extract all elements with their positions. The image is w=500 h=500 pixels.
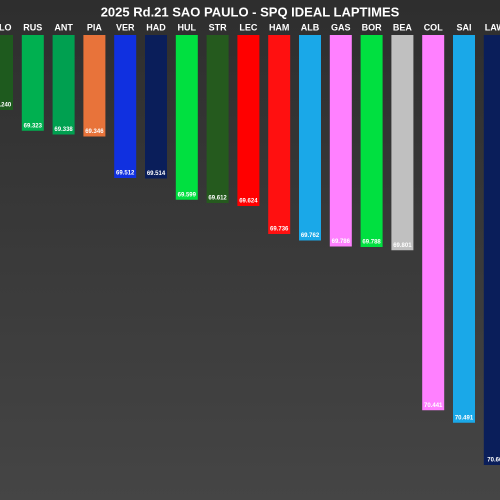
bar [206, 35, 229, 203]
value-label: 69.612 [208, 196, 227, 202]
x-tick-label: HUL [178, 22, 197, 32]
bar [237, 35, 260, 206]
bar [175, 35, 198, 200]
value-label: 69.512 [116, 171, 135, 177]
bar [83, 35, 106, 137]
x-tick-label: LEC [239, 22, 258, 32]
value-label: 69.786 [332, 239, 351, 245]
value-label: 69.736 [270, 227, 289, 233]
value-label: 69.762 [301, 233, 320, 239]
x-tick-label: HAM [269, 22, 290, 32]
value-label: 69.514 [147, 171, 166, 177]
x-tick-label: BOR [362, 22, 383, 32]
value-label: 69.346 [85, 129, 104, 135]
bar [483, 35, 500, 465]
x-tick-label: LAW [485, 22, 500, 32]
chart-title: 2025 Rd.21 SAO PAULO - SPQ IDEAL LAPTIME… [101, 4, 400, 19]
value-label: 69.801 [393, 243, 412, 249]
value-label: 70.491 [455, 415, 474, 421]
x-tick-label: STR [209, 22, 228, 32]
bar [114, 35, 137, 178]
value-label: 69.323 [24, 123, 43, 129]
bar [299, 35, 321, 241]
value-label: 69.240 [0, 103, 12, 109]
bar [0, 35, 13, 110]
value-label: 69.788 [362, 240, 381, 246]
x-tick-label: BEA [393, 22, 413, 32]
x-tick-label: VER [116, 22, 135, 32]
bar [360, 35, 383, 247]
x-tick-label: PIA [87, 22, 103, 32]
bar [52, 35, 75, 135]
x-tick-label: ANT [54, 22, 73, 32]
value-label: 69.599 [178, 192, 197, 198]
bar [422, 35, 445, 411]
x-tick-label: SAI [456, 22, 471, 32]
x-tick-label: GAS [331, 22, 351, 32]
bar [145, 35, 167, 179]
bar [329, 35, 352, 247]
x-tick-label: HAD [146, 22, 166, 32]
bar [268, 35, 291, 234]
value-label: 70.66 [487, 458, 500, 464]
bar [21, 35, 44, 131]
bar [453, 35, 475, 423]
x-tick-label: COL [424, 22, 444, 32]
value-label: 70.441 [424, 403, 443, 409]
bar [391, 35, 414, 251]
x-tick-label: ALB [301, 22, 320, 32]
x-tick-label: RUS [23, 22, 42, 32]
x-tick-label: ALO [0, 22, 12, 32]
value-label: 69.624 [239, 199, 258, 205]
value-label: 69.338 [54, 127, 73, 133]
